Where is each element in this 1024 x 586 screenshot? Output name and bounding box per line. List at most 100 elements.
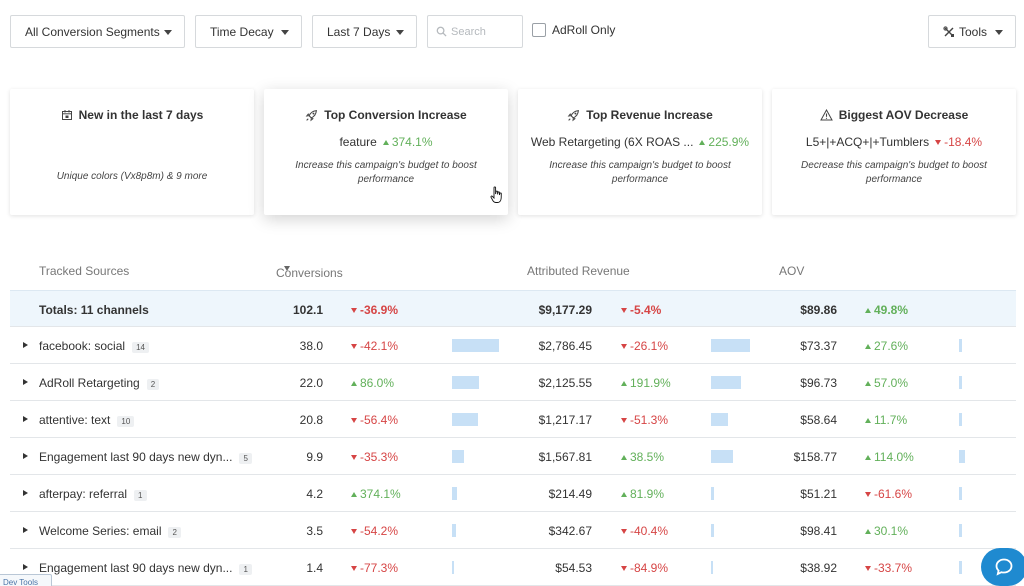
arrow-down-icon	[621, 566, 627, 571]
revenue-change: -40.4%	[621, 524, 668, 538]
card-new-in-last-7-days[interactable]: New in the last 7 days Unique colors (Vx…	[10, 89, 254, 215]
chat-launcher-button[interactable]	[981, 548, 1024, 586]
conversions-share-bar	[452, 561, 454, 574]
totals-revenue-change: -5.4%	[621, 303, 661, 317]
dev-tools-tab[interactable]: Dev Tools	[0, 574, 52, 586]
revenue-change: -84.9%	[621, 561, 668, 575]
table-row[interactable]: AdRoll Retargeting 2 22.0 86.0% $2,125.55 191…	[10, 364, 1016, 401]
header-attributed-revenue[interactable]: Attributed Revenue	[527, 264, 630, 278]
chat-icon	[995, 558, 1013, 576]
table-row[interactable]: facebook: social 14 38.0 -42.1% $2,786.45 -26…	[10, 327, 1016, 364]
expand-row-icon[interactable]	[23, 490, 28, 496]
card-description: Unique colors (Vx8p8m) & 9 more	[56, 171, 208, 182]
conversions-value: 3.5	[306, 524, 323, 538]
revenue-change: 81.9%	[621, 487, 664, 501]
conversions-value: 38.0	[299, 339, 323, 353]
revenue-value: $2,125.55	[538, 376, 592, 390]
arrow-up-icon	[351, 381, 357, 386]
arrow-down-icon	[621, 344, 627, 349]
arrow-up-icon	[621, 381, 627, 386]
card-change: 225.9%	[699, 135, 749, 149]
revenue-share-bar	[711, 450, 733, 463]
hand-cursor-icon	[490, 186, 502, 203]
tools-icon	[943, 25, 954, 37]
aov-change: 30.1%	[865, 524, 908, 538]
table-row[interactable]: attentive: text 10 20.8 -56.4% $1,217.17 -51.…	[10, 401, 1016, 438]
arrow-up-icon	[621, 492, 627, 497]
aov-share-bar	[959, 376, 962, 389]
expand-row-icon[interactable]	[23, 564, 28, 570]
conversions-share-bar	[452, 413, 478, 426]
conversions-change: 374.1%	[351, 487, 401, 501]
totals-conversions: 102.1	[292, 303, 323, 317]
revenue-share-bar	[711, 524, 714, 537]
adroll-only-checkbox[interactable]: AdRoll Only	[532, 23, 615, 37]
date-range-dropdown[interactable]: Last 7 Days	[312, 15, 417, 48]
date-range-label: Last 7 Days	[327, 24, 391, 39]
totals-label: Totals: 11 channels	[39, 303, 149, 317]
aov-value: $73.37	[800, 339, 837, 353]
expand-row-icon[interactable]	[23, 527, 28, 533]
aov-share-bar	[959, 524, 962, 537]
arrow-up-icon	[865, 381, 871, 386]
revenue-change: 38.5%	[621, 450, 664, 464]
arrow-up-icon	[621, 455, 627, 460]
arrow-up-icon	[351, 492, 357, 497]
expand-row-icon[interactable]	[23, 342, 28, 348]
header-aov[interactable]: AOV	[779, 264, 805, 278]
source-count-badge: 2	[146, 379, 160, 390]
totals-revenue: $9,177.29	[538, 303, 592, 317]
arrow-down-icon	[351, 529, 357, 534]
conversions-share-bar	[452, 376, 479, 389]
revenue-value: $342.67	[548, 524, 592, 538]
card-biggest-aov-decrease[interactable]: Biggest AOV Decrease L5+|+ACQ+|+Tumblers…	[772, 89, 1016, 215]
arrow-down-icon	[351, 455, 357, 460]
expand-row-icon[interactable]	[23, 453, 28, 459]
source-name: attentive: text 10	[39, 413, 135, 427]
expand-row-icon[interactable]	[23, 379, 28, 385]
conversions-value: 4.2	[306, 487, 323, 501]
table-row[interactable]: Engagement last 90 days new dyn... 1 1.4 -7…	[10, 549, 1016, 586]
card-title: Top Conversion Increase	[324, 108, 467, 122]
insight-cards: New in the last 7 days Unique colors (Vx…	[10, 89, 1016, 215]
conversions-share-bar	[452, 450, 464, 463]
revenue-value: $1,217.17	[538, 413, 592, 427]
revenue-change: -26.1%	[621, 339, 668, 353]
aov-value: $158.77	[793, 450, 837, 464]
source-name: facebook: social 14	[39, 339, 149, 353]
card-value: L5+|+ACQ+|+Tumblers	[805, 135, 930, 149]
aov-change: 57.0%	[865, 376, 908, 390]
source-count-badge: 5	[239, 453, 252, 464]
arrow-up-icon	[865, 344, 871, 349]
conversions-value: 20.8	[299, 413, 323, 427]
sort-desc-icon	[284, 266, 290, 271]
table-row[interactable]: Welcome Series: email 2 3.5 -54.2% $342.67 -4…	[10, 512, 1016, 549]
search-placeholder: Search	[451, 25, 486, 38]
arrow-up-icon	[865, 455, 871, 460]
aov-value: $38.92	[800, 561, 837, 575]
table-row[interactable]: Engagement last 90 days new dyn... 5 9.9 -3…	[10, 438, 1016, 475]
card-change: -18.4%	[935, 135, 982, 149]
arrow-down-icon	[865, 492, 871, 497]
source-name: Engagement last 90 days new dyn... 5	[39, 450, 252, 464]
header-tracked-sources[interactable]: Tracked Sources	[39, 264, 130, 278]
aov-share-bar	[959, 413, 962, 426]
attribution-model-label: Time Decay	[210, 24, 274, 39]
conversion-segments-dropdown[interactable]: All Conversion Segments	[10, 15, 185, 48]
source-name: Welcome Series: email 2	[39, 524, 181, 538]
tools-dropdown[interactable]: Tools	[928, 15, 1016, 48]
arrow-up-icon	[699, 140, 706, 145]
rocket-icon	[305, 109, 318, 121]
chevron-down-icon	[281, 30, 289, 35]
attribution-model-dropdown[interactable]: Time Decay	[195, 15, 302, 48]
card-top-revenue-increase[interactable]: Top Revenue Increase Web Retargeting (6X…	[518, 89, 762, 215]
conversions-change: 86.0%	[351, 376, 394, 390]
expand-row-icon[interactable]	[23, 416, 28, 422]
source-count-badge: 10	[117, 416, 135, 427]
card-top-conversion-increase[interactable]: Top Conversion Increase feature 374.1% I…	[264, 89, 508, 215]
totals-conversions-change: -36.9%	[351, 303, 398, 317]
aov-change: 27.6%	[865, 339, 908, 353]
checkbox-box[interactable]	[532, 23, 546, 37]
search-input[interactable]: Search	[427, 15, 523, 48]
table-row[interactable]: afterpay: referral 1 4.2 374.1% $214.49 81.9%…	[10, 475, 1016, 512]
